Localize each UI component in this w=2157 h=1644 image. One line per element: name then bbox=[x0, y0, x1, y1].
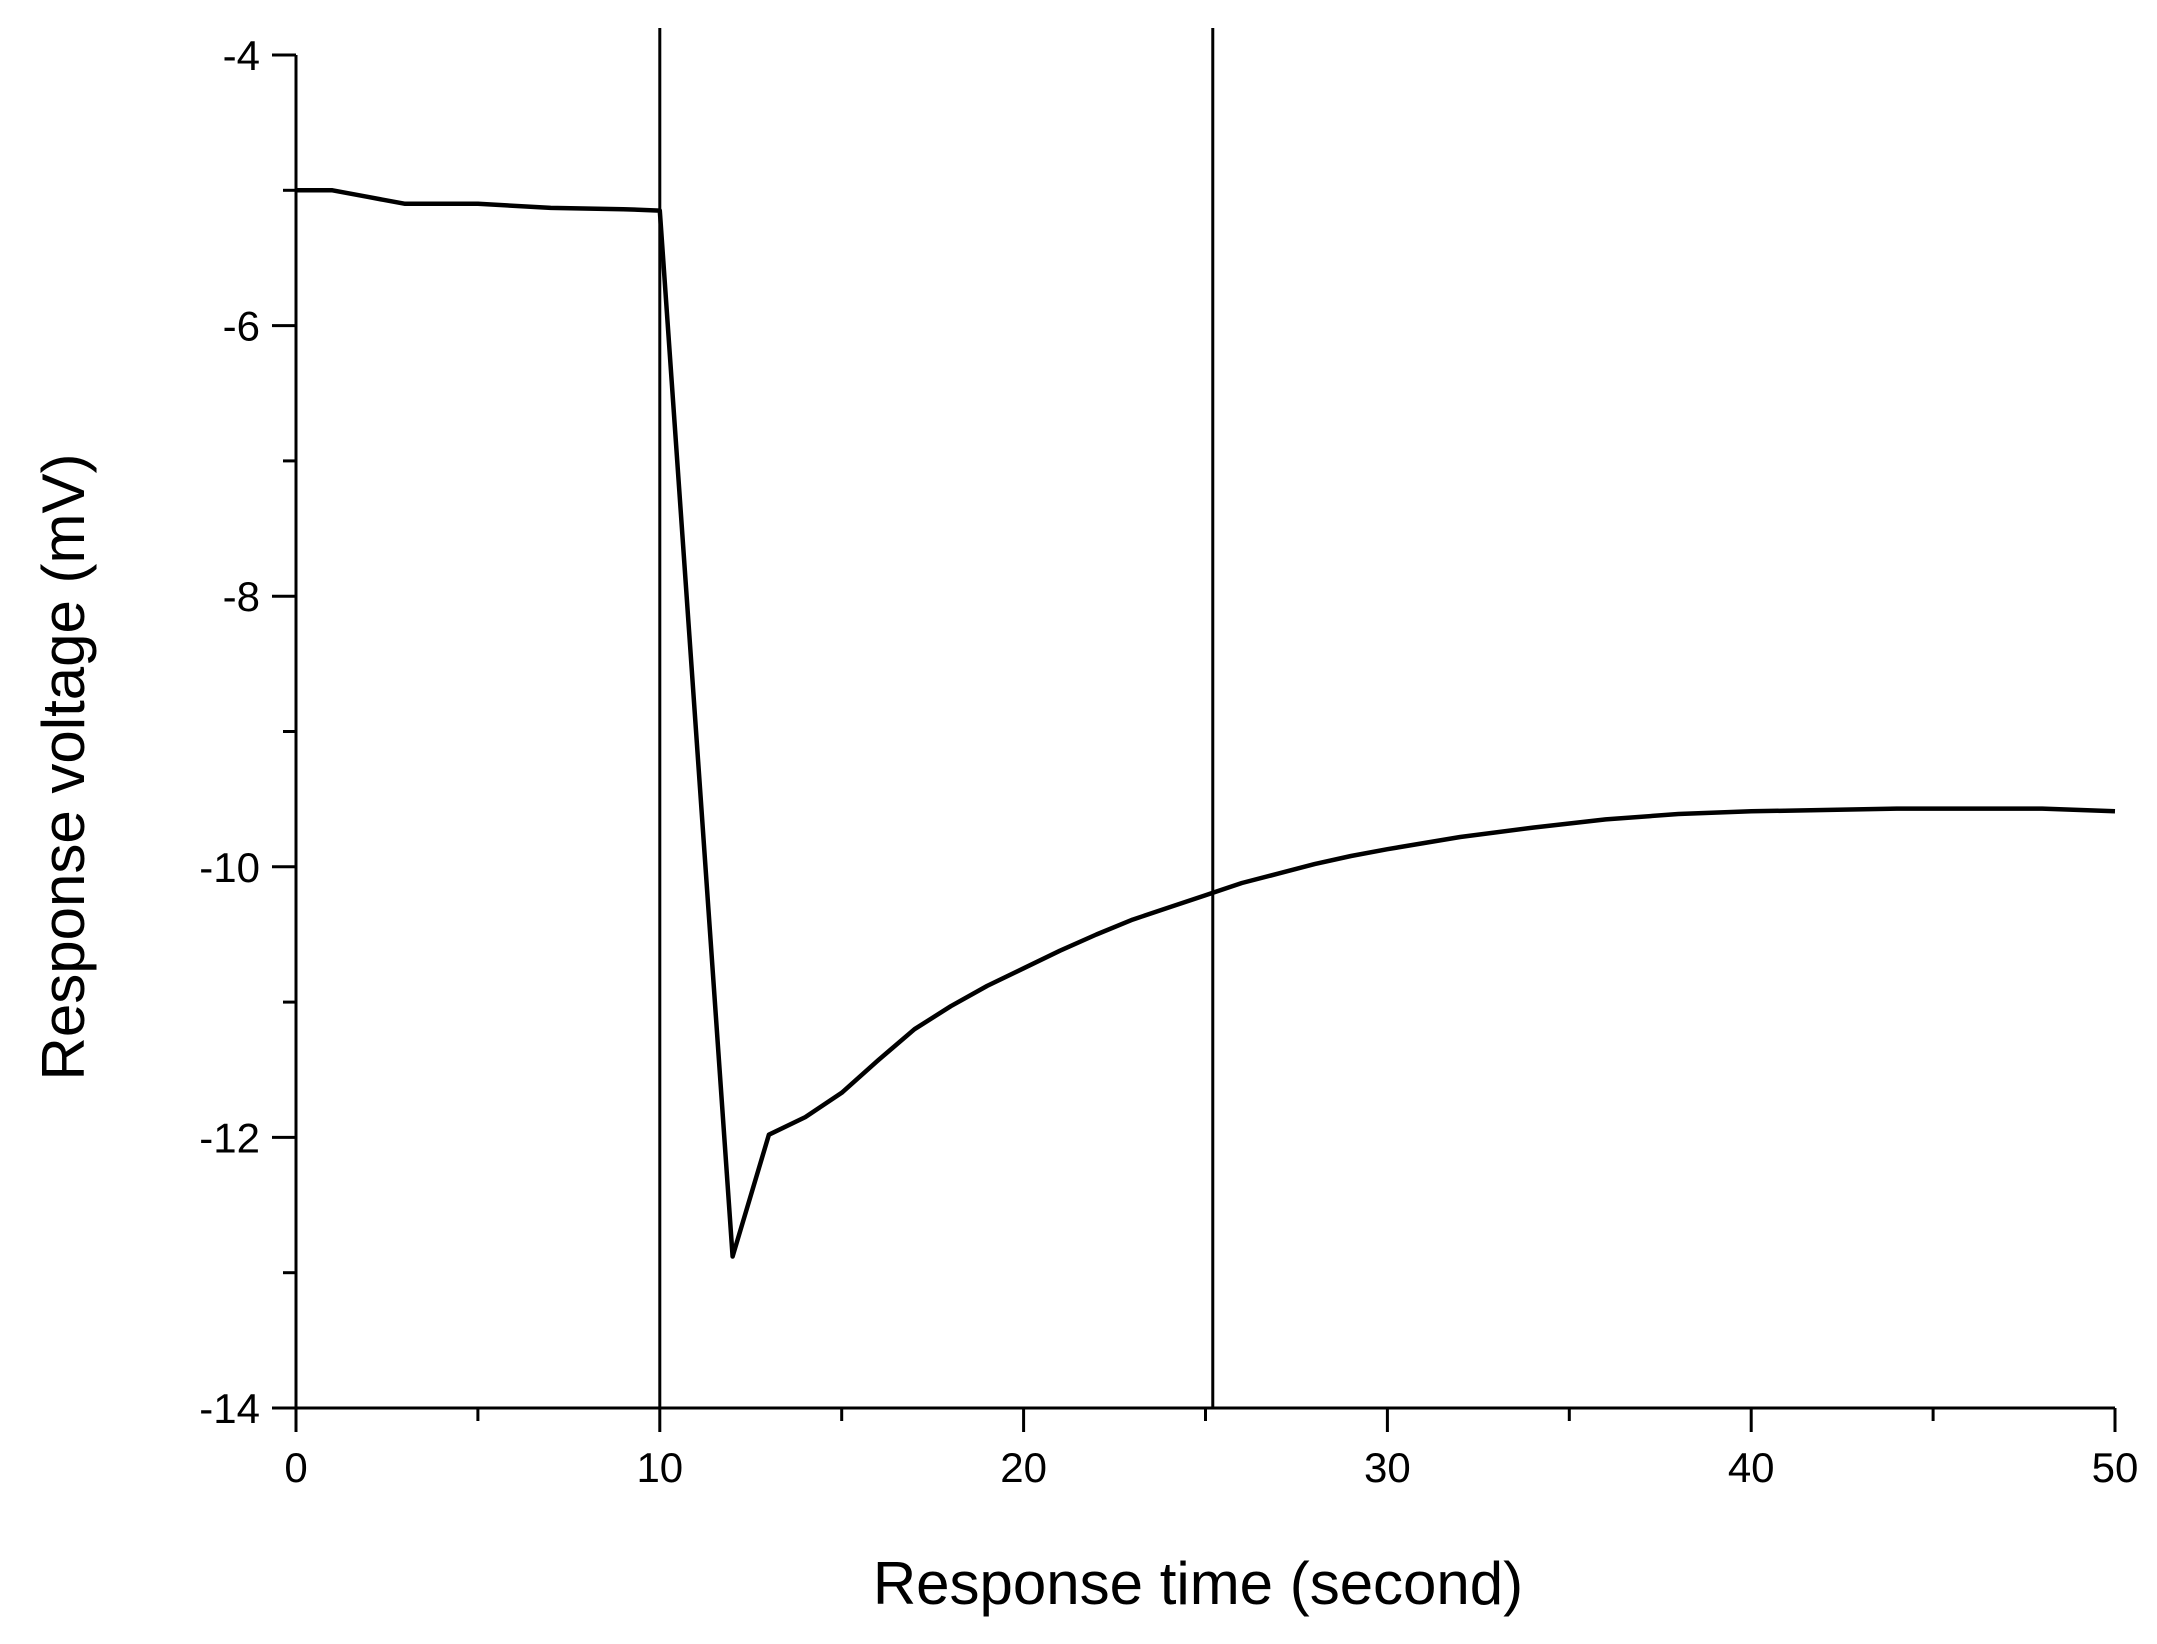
series-line bbox=[296, 188, 2116, 1259]
x-tick-label: 50 bbox=[2092, 1444, 2139, 1491]
axis-ticks: 0 10 20 30 40 50 -14 -12 -10 -8 -6 -4 bbox=[199, 32, 2138, 1491]
y-tick-label: -6 bbox=[223, 303, 260, 350]
x-tick-label: 10 bbox=[636, 1444, 683, 1491]
y-tick-label: -4 bbox=[223, 32, 260, 79]
axes bbox=[294, 55, 2115, 1410]
y-tick-label: -12 bbox=[199, 1114, 260, 1161]
vertical-markers bbox=[658, 28, 1215, 1408]
series-layer bbox=[296, 188, 2116, 1259]
y-axis-title: Response voltage (mV) bbox=[30, 454, 97, 1081]
y-tick-label: -8 bbox=[223, 573, 260, 620]
x-tick-label: 40 bbox=[1728, 1444, 1775, 1491]
x-tick-label: 0 bbox=[284, 1444, 307, 1491]
y-tick-label: -14 bbox=[199, 1385, 260, 1432]
x-tick-label: 20 bbox=[1000, 1444, 1047, 1491]
y-tick-label: -10 bbox=[199, 844, 260, 891]
x-axis-title: Response time (second) bbox=[873, 1550, 1523, 1617]
x-tick-label: 30 bbox=[1364, 1444, 1411, 1491]
